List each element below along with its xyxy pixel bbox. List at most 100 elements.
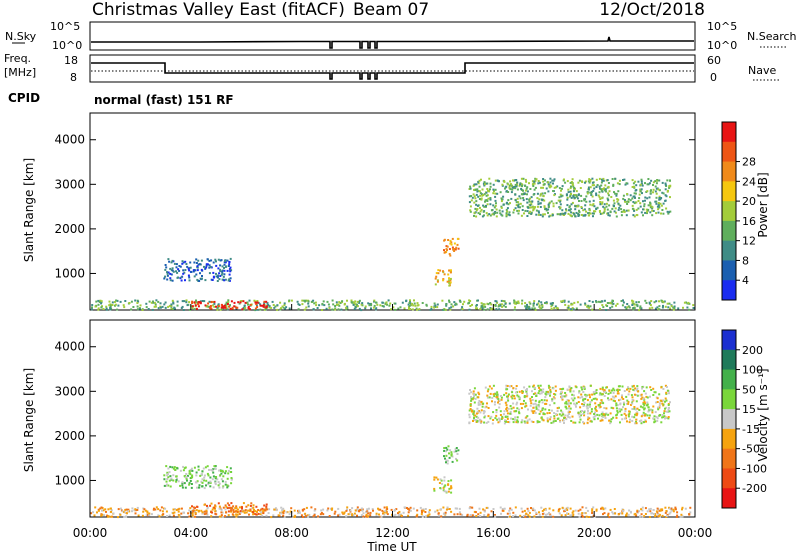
- echo-cell: [658, 414, 661, 417]
- echo-cell: [526, 415, 529, 418]
- echo-cell: [502, 203, 505, 206]
- echo-cell: [598, 177, 601, 180]
- echo-cell: [209, 485, 212, 488]
- echo-cell: [577, 214, 580, 217]
- echo-cell: [533, 188, 536, 191]
- echo-cell: [526, 388, 528, 391]
- echo-cell: [130, 308, 133, 311]
- echo-cell: [223, 263, 226, 266]
- echo-cell: [434, 283, 437, 286]
- echo-cell: [565, 400, 568, 403]
- echo-cell: [449, 281, 452, 284]
- echo-cell: [566, 506, 569, 509]
- echo-cell: [215, 272, 217, 275]
- echo-cell: [195, 481, 198, 484]
- echo-cell: [477, 416, 480, 419]
- echo-cell: [225, 301, 228, 304]
- echo-cell: [631, 419, 634, 422]
- echo-cell: [617, 198, 620, 201]
- echo-cell: [159, 306, 162, 309]
- echo-cell: [568, 385, 571, 388]
- echo-cell: [652, 191, 654, 194]
- echo-cell: [618, 407, 621, 410]
- y-tick-label: 4000: [54, 133, 85, 147]
- echo-cell: [457, 247, 460, 250]
- echo-cell: [170, 478, 173, 481]
- echo-cell: [533, 302, 535, 305]
- echo-cell: [530, 206, 533, 209]
- echo-cell: [238, 302, 241, 305]
- echo-cell: [555, 413, 558, 416]
- echo-cell: [170, 303, 173, 306]
- echo-cell: [649, 304, 652, 307]
- echo-cell: [656, 306, 659, 309]
- echo-cell: [389, 302, 392, 305]
- echo-cell: [252, 513, 255, 516]
- echo-cell: [525, 404, 528, 407]
- echo-cell: [494, 515, 497, 518]
- echo-cell: [519, 197, 522, 200]
- echo-cell: [349, 510, 352, 513]
- echo-cell: [195, 262, 198, 264]
- echo-cell: [217, 305, 220, 308]
- echo-cell: [622, 510, 625, 512]
- echo-cell: [219, 474, 222, 477]
- echo-cell: [220, 304, 223, 307]
- echo-cell: [683, 301, 686, 304]
- echo-cell: [546, 513, 549, 516]
- echo-cell: [176, 477, 178, 480]
- echo-cell: [495, 409, 498, 411]
- echo-cell: [271, 300, 274, 303]
- echo-cell: [535, 511, 538, 514]
- echo-cell: [629, 387, 632, 390]
- echo-cell: [608, 419, 611, 422]
- echo-cell: [642, 208, 644, 211]
- colorbar-swatch: [722, 428, 736, 450]
- echo-cell: [444, 511, 447, 514]
- echo-cell: [226, 466, 229, 469]
- echo-cell: [542, 186, 544, 189]
- echo-cell: [409, 308, 412, 310]
- echo-cell: [550, 200, 553, 203]
- echo-cell: [655, 179, 658, 182]
- echo-cell: [679, 516, 682, 518]
- echo-cell: [220, 511, 223, 514]
- echo-cell: [205, 264, 208, 267]
- echo-cell: [283, 304, 286, 306]
- echo-cell: [633, 407, 636, 410]
- echo-cell: [486, 506, 489, 509]
- echo-cell: [535, 209, 538, 212]
- echo-cell: [628, 509, 631, 512]
- echo-region: [191, 300, 268, 311]
- echo-cell: [175, 509, 178, 511]
- echo-cell: [611, 305, 614, 308]
- echo-cell: [393, 302, 396, 305]
- echo-cell: [195, 307, 198, 310]
- echo-cell: [171, 267, 174, 270]
- echo-cell: [575, 402, 578, 405]
- echo-cell: [515, 201, 518, 204]
- echo-cell: [179, 469, 182, 472]
- echo-cell: [579, 303, 582, 306]
- echo-cell: [514, 410, 517, 413]
- echo-cell: [607, 397, 609, 400]
- echo-cell: [440, 479, 443, 482]
- nave-label: Nave: [748, 64, 776, 77]
- echo-cell: [499, 414, 502, 416]
- echo-cell: [508, 515, 511, 518]
- echo-cell: [449, 242, 452, 245]
- nsky-tick-bottom: 10^0: [52, 39, 82, 52]
- echo-cell: [613, 191, 615, 194]
- echo-cell: [341, 511, 344, 514]
- echo-cell: [359, 508, 362, 511]
- echo-cell: [480, 198, 483, 201]
- echo-cell: [635, 418, 638, 421]
- echo-cell: [192, 509, 195, 512]
- colorbar-swatch: [722, 240, 736, 261]
- echo-cell: [532, 403, 535, 406]
- echo-cell: [661, 402, 664, 405]
- echo-cell: [692, 307, 695, 309]
- echo-region: [90, 506, 692, 519]
- echo-cell: [669, 401, 671, 404]
- echo-cell: [501, 305, 504, 308]
